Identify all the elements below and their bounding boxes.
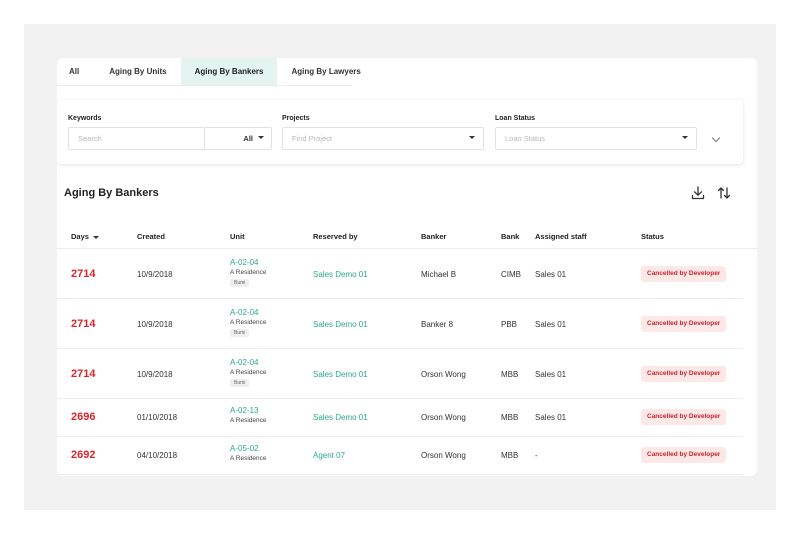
bank-name: MBB xyxy=(501,370,519,379)
reserved-by-link[interactable]: Sales Demo 01 xyxy=(313,320,368,329)
status-badge: Cancelled by Developer xyxy=(641,316,727,332)
table-row[interactable]: 2714 10/9/2018 A-02-04 A Residence Bumi … xyxy=(57,299,743,349)
bank-name: MBB xyxy=(501,451,519,460)
chevron-down-icon xyxy=(682,136,688,139)
bumi-tag: Bumi xyxy=(230,379,250,387)
banker-name: Orson Wong xyxy=(421,413,466,422)
created-date: 10/9/2018 xyxy=(137,370,173,379)
unit-link[interactable]: A-02-13 xyxy=(230,406,259,415)
sort-down-icon xyxy=(92,235,99,239)
table-row[interactable]: 2714 10/9/2018 A-02-04 A Residence Bumi … xyxy=(57,349,743,399)
chevron-down-icon xyxy=(469,136,475,139)
loan-status-label: Loan Status xyxy=(495,115,536,122)
days-value: 2714 xyxy=(71,318,96,330)
days-value: 2714 xyxy=(71,368,96,380)
days-value: 2696 xyxy=(71,411,96,423)
unit-cell: A-02-04 A Residence Bumi xyxy=(230,308,267,337)
section-title: Aging By Bankers xyxy=(64,187,159,199)
unit-project: A Residence xyxy=(230,269,267,276)
bank-name: MBB xyxy=(501,413,519,422)
reserved-by-link[interactable]: Sales Demo 01 xyxy=(313,413,368,422)
header-banker: Banker xyxy=(421,232,447,241)
bumi-tag: Bumi xyxy=(230,329,250,337)
reserved-by-link[interactable]: Agent 07 xyxy=(313,451,346,460)
table-row[interactable]: 2714 10/9/2018 A-02-04 A Residence Bumi … xyxy=(57,249,743,299)
sort-arrows-icon[interactable] xyxy=(716,185,732,201)
project-select[interactable]: Find Project xyxy=(282,127,484,150)
unit-link[interactable]: A-02-04 xyxy=(230,258,259,267)
unit-link[interactable]: A-05-02 xyxy=(230,444,259,453)
header-created: Created xyxy=(137,232,165,241)
reserved-by-link[interactable]: Sales Demo 01 xyxy=(313,270,368,279)
unit-cell: A-05-02 A Residence xyxy=(230,444,267,462)
tab-aging-by-lawyers[interactable]: Aging By Lawyers xyxy=(291,67,361,76)
filter-panel: Keywords Search All Projects Find Projec… xyxy=(57,100,743,164)
bumi-tag: Bumi xyxy=(230,279,250,287)
unit-cell: A-02-04 A Residence Bumi xyxy=(230,358,267,387)
unit-project: A Residence xyxy=(230,417,267,424)
tab-divider xyxy=(57,85,352,86)
tab-all[interactable]: All xyxy=(69,67,80,76)
unit-project: A Residence xyxy=(230,319,267,326)
project-placeholder: Find Project xyxy=(292,134,333,143)
status-badge: Cancelled by Developer xyxy=(641,266,727,282)
created-date: 10/9/2018 xyxy=(137,320,173,329)
assigned-staff: Sales 01 xyxy=(535,370,567,379)
loan-status-select[interactable]: Loan Status xyxy=(495,127,697,150)
chevron-down-icon xyxy=(258,136,264,139)
created-date: 04/10/2018 xyxy=(137,451,178,460)
status-badge: Cancelled by Developer xyxy=(641,366,727,382)
table-header: Days Created Unit Reserved by Banker Ban… xyxy=(57,225,757,249)
status-badge: Cancelled by Developer xyxy=(641,409,727,425)
header-days[interactable]: Days xyxy=(71,232,99,241)
reserved-by-link[interactable]: Sales Demo 01 xyxy=(313,370,368,379)
days-value: 2714 xyxy=(71,268,96,280)
days-value: 2692 xyxy=(71,449,96,461)
download-icon[interactable] xyxy=(690,185,706,201)
header-bank: Bank xyxy=(501,232,520,241)
projects-label: Projects xyxy=(282,115,310,122)
banker-name: Michael B xyxy=(421,270,457,279)
unit-link[interactable]: A-02-04 xyxy=(230,308,259,317)
bank-name: CIMB xyxy=(501,270,521,279)
unit-cell: A-02-13 A Residence xyxy=(230,406,267,424)
assigned-staff: Sales 01 xyxy=(535,270,567,279)
tab-aging-by-units[interactable]: Aging By Units xyxy=(109,67,167,76)
header-reserved-by: Reserved by xyxy=(313,232,358,241)
loan-status-placeholder: Loan Status xyxy=(505,134,546,143)
assigned-staff: - xyxy=(535,451,538,460)
expand-filters-icon[interactable] xyxy=(711,133,721,143)
unit-project: A Residence xyxy=(230,455,267,462)
header-assigned-staff: Assigned staff xyxy=(535,232,587,241)
tab-aging-by-bankers[interactable]: Aging By Bankers xyxy=(180,58,278,86)
aging-report-card: All Aging By Units Aging By Bankers Agin… xyxy=(57,58,757,476)
created-date: 01/10/2018 xyxy=(137,413,178,422)
search-placeholder: Search xyxy=(78,134,102,143)
unit-project: A Residence xyxy=(230,369,267,376)
unit-link[interactable]: A-02-04 xyxy=(230,358,259,367)
table-row[interactable]: 2696 01/10/2018 A-02-13 A Residence Sale… xyxy=(57,399,743,437)
banker-name: Orson Wong xyxy=(421,451,466,460)
assigned-staff: Sales 01 xyxy=(535,320,567,329)
table-row[interactable]: 2692 04/10/2018 A-05-02 A Residence Agen… xyxy=(57,437,743,475)
header-status: Status xyxy=(641,232,664,241)
keyword-scope-select[interactable]: All xyxy=(204,127,272,150)
search-input[interactable]: Search xyxy=(68,127,205,150)
created-date: 10/9/2018 xyxy=(137,270,173,279)
keyword-scope-value: All xyxy=(243,134,253,143)
keywords-label: Keywords xyxy=(68,115,102,122)
bank-name: PBB xyxy=(501,320,518,329)
banker-name: Banker 8 xyxy=(421,320,454,329)
banker-name: Orson Wong xyxy=(421,370,466,379)
report-tabs: All Aging By Units Aging By Bankers Agin… xyxy=(57,58,375,86)
unit-cell: A-02-04 A Residence Bumi xyxy=(230,258,267,287)
assigned-staff: Sales 01 xyxy=(535,413,567,422)
status-badge: Cancelled by Developer xyxy=(641,447,727,463)
header-unit: Unit xyxy=(230,232,245,241)
